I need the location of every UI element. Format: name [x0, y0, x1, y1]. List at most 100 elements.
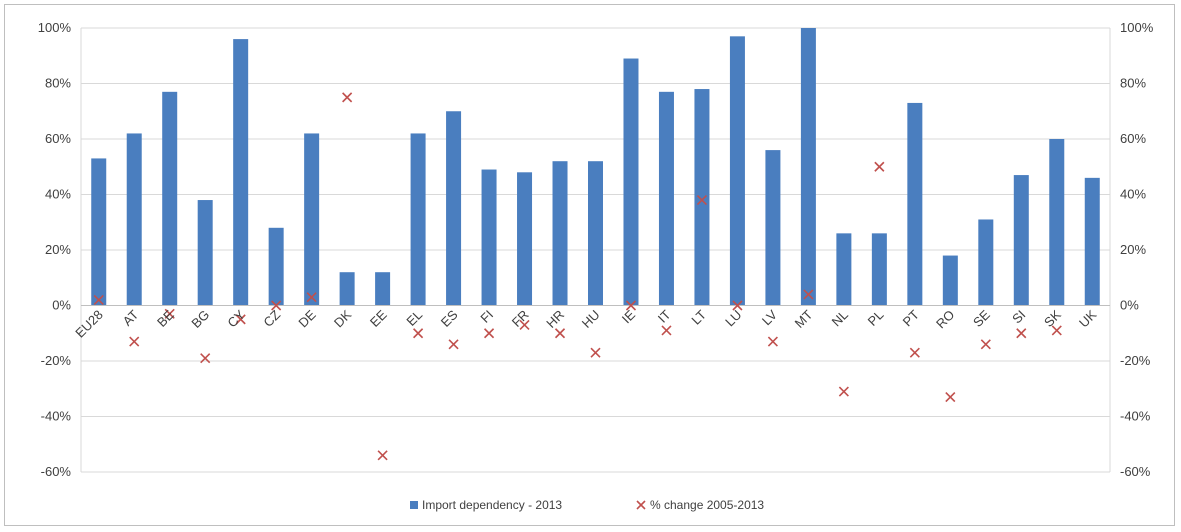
x-tick-DK: DK	[331, 307, 355, 331]
marker-CZ	[271, 300, 282, 311]
x-tick-DE: DE	[295, 307, 319, 331]
x-tick-PL: PL	[865, 307, 887, 329]
x-tick-EE: EE	[367, 307, 390, 330]
marker-CY	[235, 314, 246, 325]
bar-PL	[871, 233, 887, 306]
x-tick-FR: FR	[509, 307, 532, 330]
marker-BG	[200, 353, 211, 364]
bar-PT	[907, 102, 923, 306]
marker-IE	[625, 300, 637, 311]
bar-CZ	[268, 227, 284, 306]
chart: 100% 80% 60% 40% 20% 0% -20% -40% -60% 100% 80% 60…	[38, 20, 1154, 512]
x-tick-MT: MT	[792, 307, 816, 331]
marker-EU28	[93, 294, 104, 306]
x-tick-LT: LT	[688, 307, 709, 328]
marker-FI	[483, 328, 495, 339]
marker-PT	[909, 347, 920, 358]
y-right-tick: 20%	[1120, 242, 1146, 257]
marker-MT	[803, 289, 814, 300]
bar-SK	[1049, 139, 1065, 306]
y-right-tick: 60%	[1120, 131, 1146, 146]
bar-HR	[552, 161, 568, 306]
y-right-tick: 0%	[1120, 298, 1139, 313]
marker-BE	[164, 308, 175, 319]
x-tick-SE: SE	[970, 307, 993, 330]
x-tick-FI: FI	[477, 307, 496, 326]
bar-ES	[446, 111, 462, 306]
y-left-tick: 20%	[45, 242, 71, 257]
y-left-tick: -20%	[41, 353, 72, 368]
bar-DE	[304, 133, 320, 306]
y-right-tick: -20%	[1120, 353, 1151, 368]
legend-marker-label: % change 2005-2013	[650, 498, 764, 512]
bar-series	[91, 28, 1100, 306]
marker-HR	[554, 328, 566, 339]
x-tick-IT: IT	[655, 307, 674, 326]
marker-LV	[767, 336, 778, 347]
x-tick-SI: SI	[1009, 307, 1028, 326]
bar-BE	[162, 91, 178, 306]
bar-RO	[942, 255, 958, 306]
legend-marker-swatch	[636, 500, 646, 510]
y-right-tick: 100%	[1120, 20, 1154, 35]
x-tick-HU: HU	[579, 307, 603, 331]
marker-SI	[1016, 328, 1027, 339]
x-tick-EU28: EU28	[72, 307, 106, 341]
y-right-tick: 80%	[1120, 76, 1146, 91]
marker-HU	[590, 347, 601, 358]
bar-FR	[517, 172, 533, 306]
y-left-tick: 80%	[45, 76, 71, 91]
bar-FI	[481, 169, 497, 306]
bar-MT	[800, 28, 816, 306]
x-tick-HR: HR	[543, 307, 567, 331]
x-tick-CZ: CZ	[260, 307, 283, 330]
y-right-tick: -40%	[1120, 409, 1151, 424]
marker-LT	[696, 194, 708, 206]
y-left-tick: 40%	[45, 187, 71, 202]
y-axis-right: 100% 80% 60% 40% 20% 0% -20% -40% -60%	[1120, 20, 1154, 479]
legend-bar-label: Import dependency - 2013	[422, 498, 562, 512]
marker-series	[93, 92, 1062, 461]
marker-DK	[342, 92, 353, 103]
y-left-tick: 0%	[52, 298, 71, 313]
bar-UK	[1084, 177, 1100, 306]
bar-HU	[588, 161, 603, 306]
legend-bar-swatch	[410, 501, 418, 509]
x-tick-PT: PT	[900, 307, 922, 329]
marker-ES	[448, 339, 459, 350]
y-right-tick: 40%	[1120, 187, 1146, 202]
marker-EE	[377, 450, 388, 461]
marker-EL	[413, 328, 424, 339]
bar-EL	[410, 133, 426, 306]
bar-AT	[126, 133, 142, 306]
x-tick-CY: CY	[224, 307, 248, 331]
legend: Import dependency - 2013 % change 2005-2…	[410, 498, 764, 512]
bar-SE	[978, 219, 994, 306]
x-tick-ES: ES	[438, 307, 461, 330]
x-tick-NL: NL	[829, 307, 851, 329]
bar-CY	[233, 39, 249, 306]
marker-PL	[874, 161, 885, 172]
marker-SK	[1051, 325, 1062, 336]
bar-LU	[729, 36, 745, 306]
bar-EU28	[91, 158, 107, 306]
y-left-tick: -60%	[41, 464, 72, 479]
y-left-tick: -40%	[41, 409, 72, 424]
marker-FR	[519, 319, 530, 330]
bar-LT	[694, 89, 710, 306]
marker-IT	[661, 325, 672, 336]
y-axis-left: 100% 80% 60% 40% 20% 0% -20% -40% -60%	[38, 20, 72, 479]
bar-IT	[658, 91, 674, 306]
bar-BG	[197, 200, 213, 306]
y-left-tick: 60%	[45, 131, 71, 146]
marker-RO	[945, 392, 956, 403]
y-right-tick: -60%	[1120, 464, 1151, 479]
y-left-tick: 100%	[38, 20, 72, 35]
x-tick-UK: UK	[1076, 307, 1100, 331]
bar-DK	[339, 272, 355, 306]
x-tick-EL: EL	[403, 307, 425, 329]
x-tick-RO: RO	[933, 307, 957, 331]
marker-AT	[129, 336, 140, 347]
bar-SI	[1013, 175, 1029, 306]
marker-DE	[306, 292, 317, 303]
